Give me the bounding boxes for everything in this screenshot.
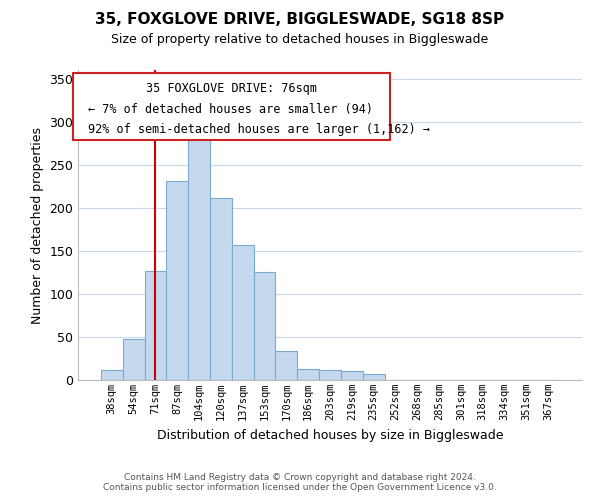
Bar	[319, 370, 341, 380]
Bar	[210, 198, 232, 380]
Text: Size of property relative to detached houses in Biggleswade: Size of property relative to detached ho…	[112, 32, 488, 46]
Text: 35, FOXGLOVE DRIVE, BIGGLESWADE, SG18 8SP: 35, FOXGLOVE DRIVE, BIGGLESWADE, SG18 8S…	[95, 12, 505, 28]
Bar	[166, 181, 188, 380]
Bar	[188, 136, 210, 380]
Text: 92% of semi-detached houses are larger (1,162) →: 92% of semi-detached houses are larger (…	[88, 122, 430, 136]
Y-axis label: Number of detached properties: Number of detached properties	[31, 126, 44, 324]
X-axis label: Distribution of detached houses by size in Biggleswade: Distribution of detached houses by size …	[157, 428, 503, 442]
Bar	[232, 245, 254, 380]
Bar	[254, 272, 275, 380]
Bar	[363, 374, 385, 380]
Bar	[341, 372, 363, 380]
Bar	[123, 338, 145, 380]
Bar	[145, 270, 166, 380]
FancyBboxPatch shape	[73, 73, 391, 140]
Bar	[101, 370, 123, 380]
Text: Contains HM Land Registry data © Crown copyright and database right 2024.
Contai: Contains HM Land Registry data © Crown c…	[103, 473, 497, 492]
Bar	[297, 369, 319, 380]
Text: ← 7% of detached houses are smaller (94): ← 7% of detached houses are smaller (94)	[88, 102, 373, 116]
Bar	[275, 350, 297, 380]
Text: 35 FOXGLOVE DRIVE: 76sqm: 35 FOXGLOVE DRIVE: 76sqm	[146, 82, 317, 96]
